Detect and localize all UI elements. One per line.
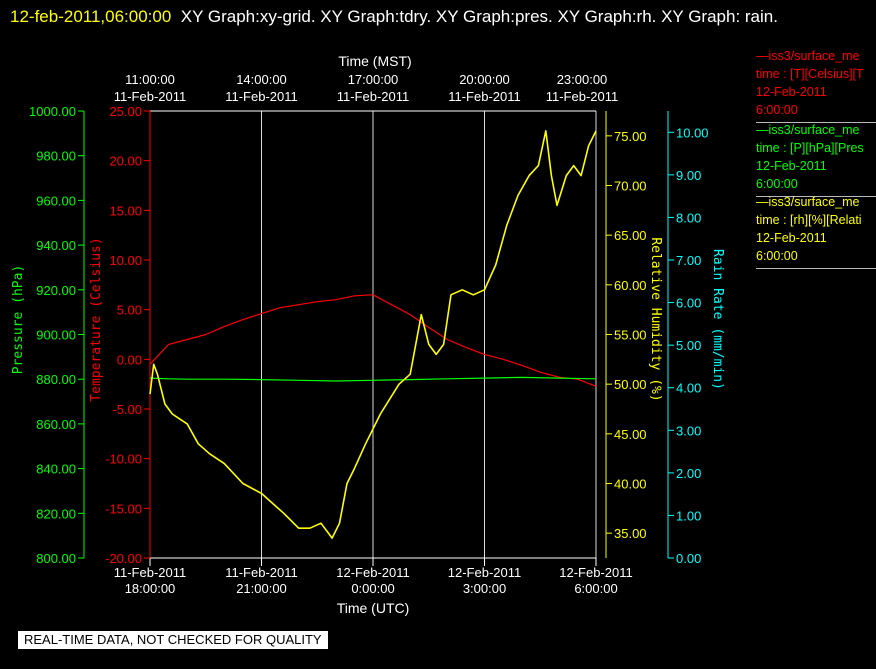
rain-tick-label: 4.00: [676, 381, 701, 396]
x-axis-label: Time (UTC): [337, 600, 410, 616]
rain-tick-label: 2.00: [676, 466, 701, 481]
temperature-tick-label: -15.00: [105, 501, 142, 516]
top-tick-date: 11-Feb-2011: [225, 89, 298, 104]
pressure-tick-label: 820.00: [36, 506, 76, 521]
pressure-tick-label: 800.00: [36, 551, 76, 566]
axes-layer: [78, 110, 674, 566]
rain-tick-label: 5.00: [676, 338, 701, 353]
rain-tick-label: 9.00: [676, 168, 701, 183]
rain-tick-label: 8.00: [676, 210, 701, 225]
humidity-tick-label: 60.00: [614, 278, 647, 293]
pressure-tick-label: 960.00: [36, 193, 76, 208]
legend-line: —iss3/surface_me: [756, 49, 860, 63]
rain-tick-label: 10.00: [676, 125, 709, 140]
labels-layer: 11-Feb-201118:00:0011-Feb-201121:00:0012…: [11, 53, 725, 616]
pressure-tick-label: 920.00: [36, 283, 76, 298]
legend-time: 6:00:00: [756, 249, 798, 263]
rain-tick-label: 3.00: [676, 423, 701, 438]
pressure-tick-label: 1000.00: [29, 104, 76, 119]
temperature-tick-label: 20.00: [109, 154, 142, 169]
temperature-tick-label: 10.00: [109, 253, 142, 268]
humidity-tick-label: 40.00: [614, 477, 647, 492]
temperature-tick-label: -5.00: [112, 402, 142, 417]
series-pressure-line: [149, 376, 597, 382]
humidity-tick-label: 75.00: [614, 129, 647, 144]
top-tick-date: 11-Feb-2011: [114, 89, 187, 104]
rain-axis-label: Rain Rate (mm/min): [710, 249, 725, 390]
title-text: XY Graph:xy-grid. XY Graph:tdry. XY Grap…: [180, 7, 778, 26]
legend-entry-pressure: —iss3/surface_me time : [P][hPa][Pres 12…: [756, 121, 876, 197]
rain-tick-label: 7.00: [676, 253, 701, 268]
pressure-axis-label: Pressure (hPa): [11, 265, 26, 375]
top-tick-time: 17:00:00: [348, 72, 399, 87]
legend-units: time : [T][Celsius][T: [756, 67, 864, 81]
temperature-tick-label: 5.00: [117, 303, 142, 318]
top-tick-date: 11-Feb-2011: [448, 89, 521, 104]
legend-time: 6:00:00: [756, 177, 798, 191]
pressure-tick-label: 840.00: [36, 462, 76, 477]
x-tick-time: 6:00:00: [574, 581, 617, 596]
legend-units: time : [rh][%][Relati: [756, 213, 862, 227]
legend-entry-temperature: —iss3/surface_me time : [T][Celsius][T 1…: [756, 47, 876, 123]
legend-date: 12-Feb-2011: [756, 231, 827, 245]
temperature-tick-label: -20.00: [105, 551, 142, 566]
x-tick-time: 18:00:00: [125, 581, 176, 596]
temperature-tick-label: 25.00: [109, 104, 142, 119]
quality-notice: REAL-TIME DATA, NOT CHECKED FOR QUALITY: [18, 631, 328, 649]
temperature-tick-label: 15.00: [109, 203, 142, 218]
top-tick-date: 11-Feb-2011: [546, 89, 619, 104]
x-tick-time: 21:00:00: [236, 581, 287, 596]
humidity-tick-label: 50.00: [614, 377, 647, 392]
legend-time: 6:00:00: [756, 103, 798, 117]
temperature-tick-label: -10.00: [105, 452, 142, 467]
x-tick-time: 3:00:00: [463, 581, 506, 596]
temperature-tick-label: 0.00: [117, 352, 142, 367]
humidity-tick-label: 35.00: [614, 526, 647, 541]
grid-layer: [149, 110, 597, 559]
rain-tick-label: 1.00: [676, 508, 701, 523]
humidity-tick-label: 45.00: [614, 427, 647, 442]
rain-tick-label: 6.00: [676, 296, 701, 311]
legend-units: time : [P][hPa][Pres: [756, 141, 864, 155]
series-layer: [149, 130, 597, 539]
humidity-tick-label: 70.00: [614, 179, 647, 194]
legend-line: —iss3/surface_me: [756, 123, 860, 137]
top-tick-time: 11:00:00: [125, 72, 175, 87]
humidity-tick-label: 55.00: [614, 328, 647, 343]
top-tick-time: 14:00:00: [236, 72, 287, 87]
top-tick-date: 11-Feb-2011: [337, 89, 410, 104]
x-tick-time: 0:00:00: [351, 581, 394, 596]
top-tick-time: 23:00:00: [557, 72, 608, 87]
humidity-axis-label: Relative Humidity (%): [648, 237, 663, 401]
pressure-tick-label: 900.00: [36, 328, 76, 343]
top-axis-label: Time (MST): [338, 53, 411, 69]
x-tick-date: 12-Feb-2011: [559, 565, 632, 580]
legend-date: 12-Feb-2011: [756, 85, 827, 99]
series-humidity-line: [149, 130, 597, 539]
title-timestamp: 12-feb-2011,06:00:00: [10, 7, 172, 26]
series-temperature-line: [149, 294, 597, 387]
top-tick-time: 20:00:00: [459, 72, 510, 87]
temperature-axis-label: Temperature (Celsius): [89, 237, 104, 401]
legend-line: —iss3/surface_me: [756, 195, 860, 209]
graph-title: 12-feb-2011,06:00:00 XY Graph:xy-grid. X…: [10, 2, 860, 31]
x-tick-date: 12-Feb-2011: [448, 565, 521, 580]
pressure-tick-label: 980.00: [36, 149, 76, 164]
pressure-tick-label: 940.00: [36, 238, 76, 253]
pressure-tick-label: 880.00: [36, 372, 76, 387]
legend-entry-humidity: —iss3/surface_me time : [rh][%][Relati 1…: [756, 193, 876, 269]
x-tick-date: 12-Feb-2011: [336, 565, 409, 580]
humidity-tick-label: 65.00: [614, 228, 647, 243]
legend-date: 12-Feb-2011: [756, 159, 827, 173]
rain-tick-label: 0.00: [676, 551, 701, 566]
pressure-tick-label: 860.00: [36, 417, 76, 432]
x-tick-date: 11-Feb-2011: [225, 565, 298, 580]
x-tick-date: 11-Feb-2011: [114, 565, 187, 580]
